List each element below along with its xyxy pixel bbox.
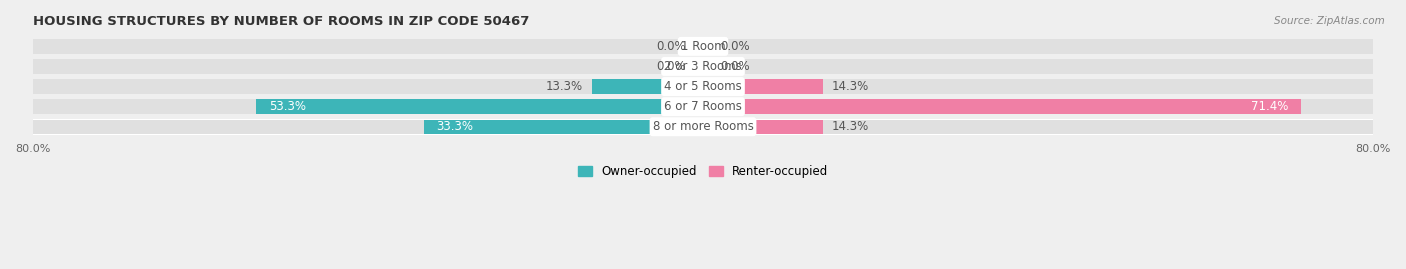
Bar [703,79,823,94]
Bar [425,119,703,134]
Bar [592,79,703,94]
Text: 13.3%: 13.3% [546,80,583,93]
Bar [32,79,1374,94]
Bar [32,119,1374,134]
Text: 4 or 5 Rooms: 4 or 5 Rooms [664,80,742,93]
Bar [256,100,703,114]
Text: 6 or 7 Rooms: 6 or 7 Rooms [664,100,742,113]
Text: 8 or more Rooms: 8 or more Rooms [652,120,754,133]
Text: 0.0%: 0.0% [720,60,749,73]
Bar [703,100,1302,114]
Bar [703,119,823,134]
Bar [32,100,1374,114]
Text: 1 Room: 1 Room [681,40,725,53]
Text: 0.0%: 0.0% [720,40,749,53]
Bar [32,39,1374,54]
Text: 0.0%: 0.0% [657,40,686,53]
Legend: Owner-occupied, Renter-occupied: Owner-occupied, Renter-occupied [574,162,832,182]
Text: 71.4%: 71.4% [1251,100,1289,113]
Text: 2 or 3 Rooms: 2 or 3 Rooms [664,60,742,73]
Text: Source: ZipAtlas.com: Source: ZipAtlas.com [1274,16,1385,26]
Text: 14.3%: 14.3% [831,120,869,133]
Text: 0.0%: 0.0% [657,60,686,73]
Bar [32,79,1374,94]
Text: 53.3%: 53.3% [269,100,307,113]
Bar [32,119,1374,134]
Bar [32,59,1374,74]
Text: 14.3%: 14.3% [831,80,869,93]
Text: 33.3%: 33.3% [436,120,474,133]
Text: HOUSING STRUCTURES BY NUMBER OF ROOMS IN ZIP CODE 50467: HOUSING STRUCTURES BY NUMBER OF ROOMS IN… [32,15,529,28]
Bar [32,38,1374,54]
Bar [32,59,1374,74]
Bar [32,99,1374,115]
